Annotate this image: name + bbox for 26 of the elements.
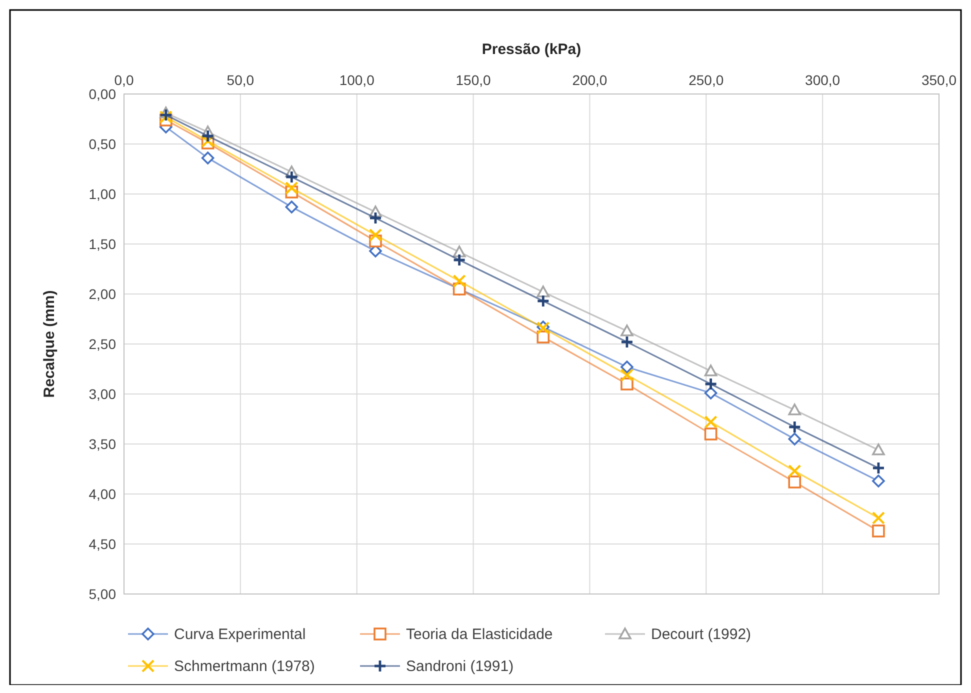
x-tick-label: 200,0 <box>572 72 608 88</box>
x-tick-label: 300,0 <box>805 72 840 88</box>
y-tick-label: 1,50 <box>88 236 116 252</box>
x-tick-label: 0,0 <box>114 72 134 88</box>
y-tick-label: 1,00 <box>88 186 116 202</box>
y-tick-label: 3,00 <box>88 386 116 402</box>
y-tick-label: 2,00 <box>88 286 116 302</box>
x-tick-label: 100,0 <box>339 72 375 88</box>
legend-label: Sandroni (1991) <box>406 658 514 675</box>
legend-label: Curva Experimental <box>174 626 306 643</box>
y-tick-label: 0,00 <box>88 86 116 102</box>
x-tick-label: 50,0 <box>226 72 254 88</box>
legend-label: Decourt (1992) <box>651 626 752 643</box>
y-tick-label: 5,00 <box>88 586 116 602</box>
y-tick-label: 4,00 <box>88 486 116 502</box>
y-tick-label: 0,50 <box>88 136 116 152</box>
y-tick-label: 2,50 <box>88 336 116 352</box>
x-tick-label: 150,0 <box>456 72 492 88</box>
legend-label: Schmertmann (1978) <box>174 658 315 675</box>
x-tick-label: 350,0 <box>921 72 957 88</box>
x-axis-title: Pressão (kPa) <box>482 41 582 58</box>
y-axis-title: Recalque (mm) <box>41 290 58 398</box>
legend-label: Teoria da Elasticidade <box>406 626 553 643</box>
x-tick-label: 250,0 <box>688 72 724 88</box>
y-tick-label: 4,50 <box>88 536 116 552</box>
y-tick-label: 3,50 <box>88 436 116 452</box>
